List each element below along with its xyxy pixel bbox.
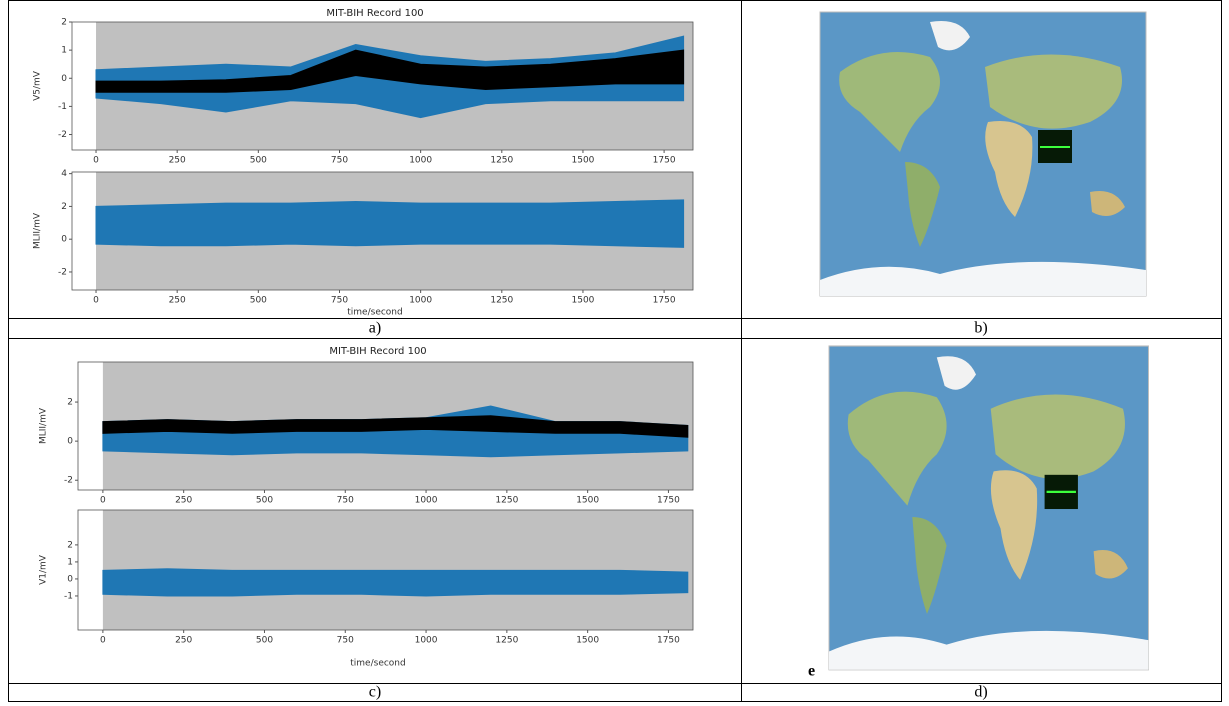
ice	[820, 261, 1146, 296]
ocean	[819, 11, 1147, 297]
y-tick-label: 2	[61, 18, 67, 28]
y-tick-label: 1	[61, 46, 67, 56]
map-label: e	[808, 663, 815, 680]
y-tick-label: 2	[67, 398, 73, 408]
x-axis-label: time/second	[350, 659, 405, 669]
x-tick-label: 1500	[572, 296, 595, 306]
land	[847, 391, 947, 506]
x-tick-label: 1500	[576, 636, 599, 646]
signal-band	[95, 49, 685, 93]
y-axis-label: V1/mV	[39, 554, 49, 585]
y-tick-label: 1	[67, 557, 73, 567]
y-tick-label: 2	[67, 540, 73, 550]
x-tick-label: 0	[93, 156, 99, 166]
x-tick-label: 500	[256, 496, 273, 506]
x-tick-label: 1000	[409, 156, 432, 166]
land	[930, 21, 970, 51]
y-axis-label: MLII/mV	[33, 212, 43, 249]
x-tick-label: 1750	[657, 496, 680, 506]
x-tick-label: 250	[169, 296, 186, 306]
y-tick-label: 4	[61, 169, 67, 179]
chart-title: MIT-BIH Record 100	[329, 346, 426, 357]
x-tick-label: 1250	[495, 496, 518, 506]
x-tick-label: 0	[100, 636, 106, 646]
signal-band	[95, 199, 685, 248]
x-tick-label: 1000	[415, 636, 438, 646]
x-tick-label: 500	[256, 636, 273, 646]
caption: c)	[369, 684, 381, 701]
land	[839, 52, 940, 152]
y-tick-label: -2	[58, 130, 67, 140]
land	[985, 54, 1122, 129]
caption: d)	[974, 684, 987, 701]
y-tick-label: -1	[64, 591, 73, 601]
y-tick-label: 0	[61, 235, 67, 245]
y-tick-label: 0	[67, 437, 73, 447]
x-tick-label: 250	[175, 496, 192, 506]
axes-frame	[77, 509, 694, 631]
caption: a)	[369, 320, 381, 337]
x-axis-label: time/second	[347, 308, 402, 318]
x-tick-label: 0	[93, 296, 99, 306]
x-tick-label: 1000	[415, 496, 438, 506]
x-tick-label: 750	[337, 636, 354, 646]
x-tick-label: 1500	[572, 156, 595, 166]
x-tick-label: 500	[250, 296, 267, 306]
land	[905, 162, 940, 247]
y-axis-label: MLII/mV	[39, 407, 49, 444]
x-tick-label: 0	[100, 496, 106, 506]
y-tick-label: 0	[67, 574, 73, 584]
x-tick-label: 1250	[490, 296, 513, 306]
land	[1093, 550, 1128, 579]
x-tick-label: 1250	[490, 156, 513, 166]
x-tick-label: 250	[175, 636, 192, 646]
axes-frame	[77, 361, 694, 491]
axes-frame	[71, 21, 694, 151]
y-tick-label: 2	[61, 202, 67, 212]
x-tick-label: 1750	[653, 156, 676, 166]
world-map	[819, 11, 1147, 297]
x-tick-label: 250	[169, 156, 186, 166]
ocean	[828, 345, 1149, 671]
axes-frame	[71, 171, 694, 291]
land	[990, 394, 1125, 479]
world-map	[828, 345, 1149, 671]
x-tick-label: 1750	[653, 296, 676, 306]
x-tick-label: 1250	[495, 636, 518, 646]
ice	[829, 630, 1149, 670]
y-tick-label: -1	[58, 102, 67, 112]
land	[990, 470, 1038, 580]
x-tick-label: 750	[331, 296, 348, 306]
x-tick-label: 1000	[409, 296, 432, 306]
land	[936, 356, 976, 390]
land	[985, 121, 1033, 217]
y-tick-label: -2	[58, 267, 67, 277]
caption: b)	[974, 320, 987, 337]
land	[912, 517, 947, 614]
signal-band	[102, 568, 689, 597]
y-tick-label: -2	[64, 476, 73, 486]
x-tick-label: 1500	[576, 496, 599, 506]
y-tick-label: 0	[61, 74, 67, 84]
x-tick-label: 750	[337, 496, 354, 506]
x-tick-label: 1750	[657, 636, 680, 646]
land	[1090, 191, 1125, 216]
y-axis-label: V5/mV	[33, 70, 43, 101]
signal-band	[102, 415, 689, 438]
chart-title: MIT-BIH Record 100	[326, 8, 423, 19]
x-tick-label: 750	[331, 156, 348, 166]
x-tick-label: 500	[250, 156, 267, 166]
